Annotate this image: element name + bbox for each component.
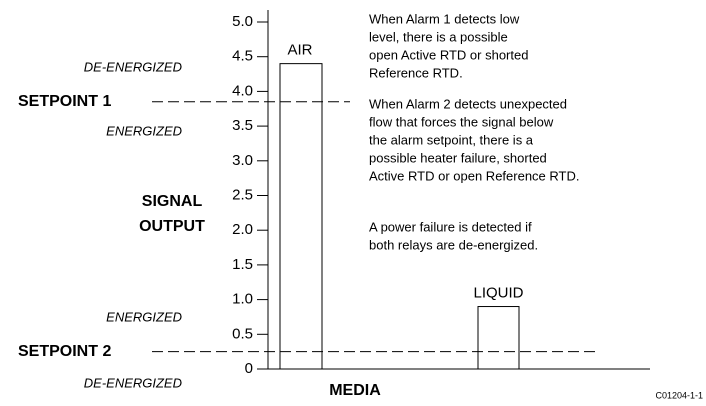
note-text: possible heater failure, shorted — [369, 150, 547, 165]
y-tick-label: 1.5 — [232, 256, 253, 273]
setpoint-label: SETPOINT 1 — [18, 93, 111, 110]
figure-code: C01204-1-1 — [655, 390, 703, 400]
zone-label: DE-ENERGIZED — [84, 59, 182, 74]
bar-label: AIR — [287, 42, 312, 59]
y-tick-label: 5.0 — [232, 13, 253, 30]
note-text: the alarm setpoint, there is a — [369, 132, 534, 147]
y-tick-label: 4.5 — [232, 48, 253, 65]
bar — [477, 306, 520, 370]
zone-label: DE-ENERGIZED — [84, 375, 182, 390]
y-tick-label: 0 — [245, 360, 253, 377]
bar-label: LIQUID — [473, 285, 523, 302]
x-axis-label: MEDIA — [329, 382, 381, 399]
note-text: open Active RTD or shorted — [369, 47, 528, 62]
y-tick-label: 3.5 — [232, 117, 253, 134]
y-tick-label: 3.0 — [232, 152, 253, 169]
note-text: When Alarm 2 detects unexpected — [369, 96, 567, 111]
bar — [279, 63, 323, 370]
y-axis-label: OUTPUT — [139, 218, 205, 235]
note-text: When Alarm 1 detects low — [369, 11, 520, 26]
y-axis-label: SIGNAL — [142, 193, 203, 210]
y-tick-label: 4.0 — [232, 82, 253, 99]
setpoint-label: SETPOINT 2 — [18, 343, 111, 360]
y-tick-label: 2.0 — [232, 221, 253, 238]
note-text: flow that forces the signal below — [369, 114, 554, 129]
zone-label: ENERGIZED — [106, 309, 182, 324]
note-text: A power failure is detected if — [369, 219, 532, 234]
y-tick-label: 2.5 — [232, 186, 253, 203]
zone-label: ENERGIZED — [106, 123, 182, 138]
y-tick-label: 0.5 — [232, 325, 253, 342]
note-text: Reference RTD. — [369, 65, 463, 80]
note-text: Active RTD or open Reference RTD. — [369, 168, 580, 183]
note-text: level, there is a possible — [369, 29, 508, 44]
note-text: both relays are de-energized. — [369, 237, 538, 252]
y-tick-label: 1.0 — [232, 291, 253, 308]
